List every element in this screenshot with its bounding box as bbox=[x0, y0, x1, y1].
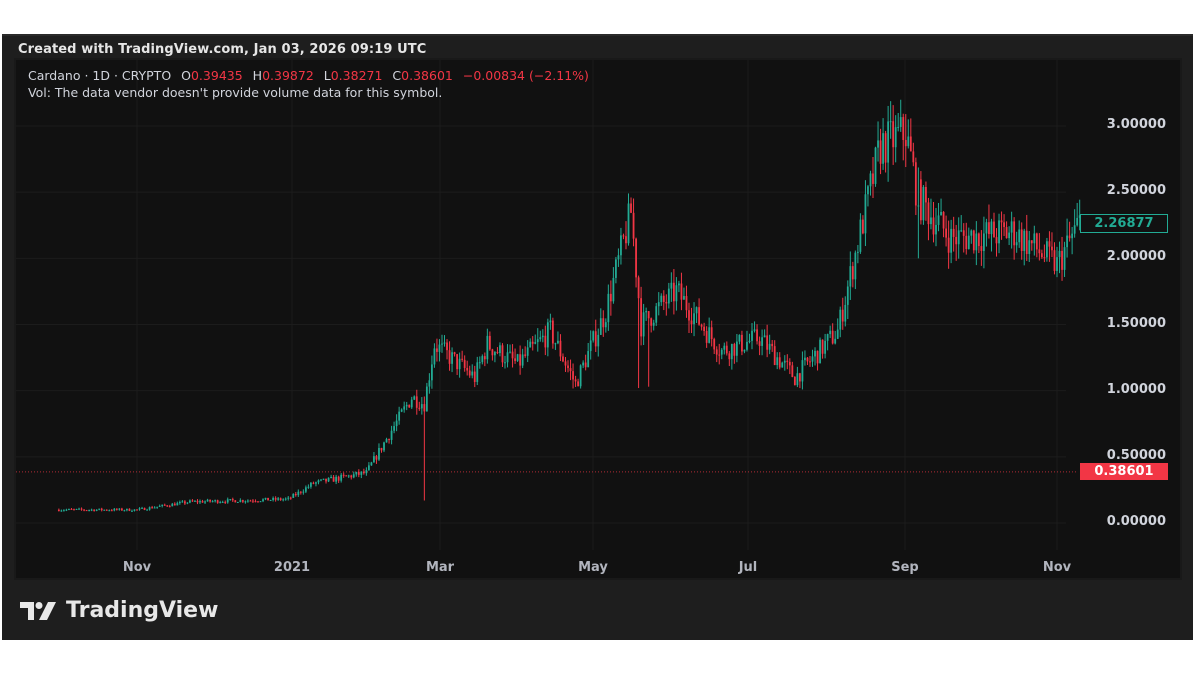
time-tick-label: Nov bbox=[1042, 560, 1072, 575]
open-label: O bbox=[181, 68, 191, 83]
last-price-badge: 0.38601 bbox=[1080, 462, 1168, 480]
ohlc-legend: Cardano · 1D · CRYPTO O0.39435 H0.39872 … bbox=[28, 68, 589, 83]
brand-name: TradingView bbox=[66, 598, 219, 623]
low-value: 0.38271 bbox=[330, 68, 383, 83]
chart-panel[interactable]: Cardano · 1D · CRYPTO O0.39435 H0.39872 … bbox=[16, 60, 1180, 578]
time-tick-label: Nov bbox=[122, 560, 152, 575]
open-value: 0.39435 bbox=[190, 68, 243, 83]
candlestick-chart[interactable] bbox=[16, 60, 1180, 578]
time-tick-label: May bbox=[578, 560, 608, 575]
high-value: 0.39872 bbox=[262, 68, 314, 83]
time-tick-label: 2021 bbox=[273, 560, 311, 575]
time-tick-label: Mar bbox=[425, 560, 455, 575]
price-tick-label: 2.00000 bbox=[1106, 249, 1166, 265]
tradingview-logo[interactable]: TradingView bbox=[20, 598, 218, 623]
created-with-caption: Created with TradingView.com, Jan 03, 20… bbox=[18, 42, 427, 57]
symbol-label: Cardano · 1D · CRYPTO bbox=[28, 68, 172, 83]
price-tick-label: 1.50000 bbox=[1106, 315, 1166, 331]
chart-frame: Created with TradingView.com, Jan 03, 20… bbox=[2, 34, 1193, 640]
current-price-badge: 2.26877 bbox=[1080, 213, 1168, 233]
price-tick-label: 2.50000 bbox=[1106, 183, 1166, 199]
close-label: C bbox=[392, 68, 402, 83]
change-value: −0.00834 (−2.11%) bbox=[462, 68, 589, 83]
time-tick-label: Sep bbox=[891, 560, 919, 575]
price-tick-label: 0.00000 bbox=[1106, 514, 1166, 529]
tradingview-logo-icon bbox=[20, 601, 56, 620]
price-tick-label: 0.50000 bbox=[1106, 447, 1166, 463]
price-tick-label: 3.00000 bbox=[1106, 117, 1166, 132]
price-tick-label: 1.00000 bbox=[1106, 381, 1166, 397]
high-label: H bbox=[252, 68, 263, 83]
volume-notice: Vol: The data vendor doesn't provide vol… bbox=[28, 85, 443, 100]
low-label: L bbox=[323, 68, 331, 83]
close-value: 0.38601 bbox=[401, 68, 453, 83]
time-tick-label: Jul bbox=[738, 560, 758, 575]
